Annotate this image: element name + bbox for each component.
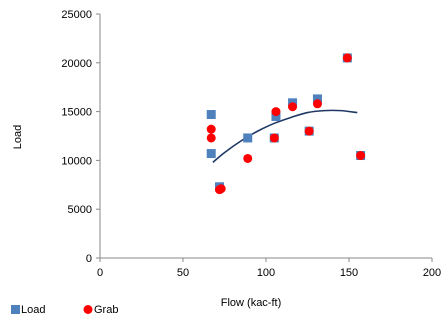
data-point-grab (271, 107, 281, 117)
legend-label-grab: Grab (94, 304, 118, 316)
data-point-load (243, 133, 253, 143)
plot-area: 0 5000 10000 15000 20000 25000 0 50 100 150 200 (61, 9, 441, 279)
data-points (206, 53, 366, 195)
data-point-grab (243, 153, 253, 163)
x-tick-label: 150 (340, 267, 358, 279)
data-point-grab (288, 102, 298, 112)
data-point-grab (356, 151, 366, 161)
x-axis-ticks: 0 50 100 150 200 (97, 258, 441, 279)
y-axis-label: Load (12, 125, 24, 149)
x-tick-label: 0 (97, 267, 103, 279)
y-tick-label: 15000 (61, 107, 92, 119)
data-point-grab (206, 133, 216, 143)
data-point-load (206, 149, 216, 159)
data-point-grab (216, 184, 226, 194)
y-tick-label: 0 (86, 253, 92, 265)
legend-label-load: Load (21, 304, 45, 316)
data-point-load (312, 94, 322, 104)
x-tick-label: 100 (257, 267, 275, 279)
data-point-load (206, 110, 216, 120)
data-point-grab (304, 126, 314, 136)
y-tick-label: 25000 (61, 9, 92, 21)
data-point-grab (342, 53, 352, 63)
data-point-grab (312, 99, 322, 109)
x-tick-label: 50 (177, 267, 189, 279)
x-tick-label: 200 (423, 267, 441, 279)
data-point-load (271, 111, 281, 121)
legend-marker-load (11, 305, 20, 314)
legend: Load Grab (11, 304, 118, 316)
y-tick-label: 5000 (68, 204, 92, 216)
y-tick-label: 10000 (61, 155, 92, 167)
data-point-grab (206, 124, 216, 134)
trendline (212, 109, 358, 163)
legend-marker-grab (83, 305, 93, 314)
y-tick-label: 20000 (61, 58, 92, 70)
x-axis-label: Flow (kac-ft) (221, 297, 282, 309)
y-axis-ticks: 0 5000 10000 15000 20000 25000 (61, 9, 100, 265)
data-point-grab (269, 133, 279, 143)
